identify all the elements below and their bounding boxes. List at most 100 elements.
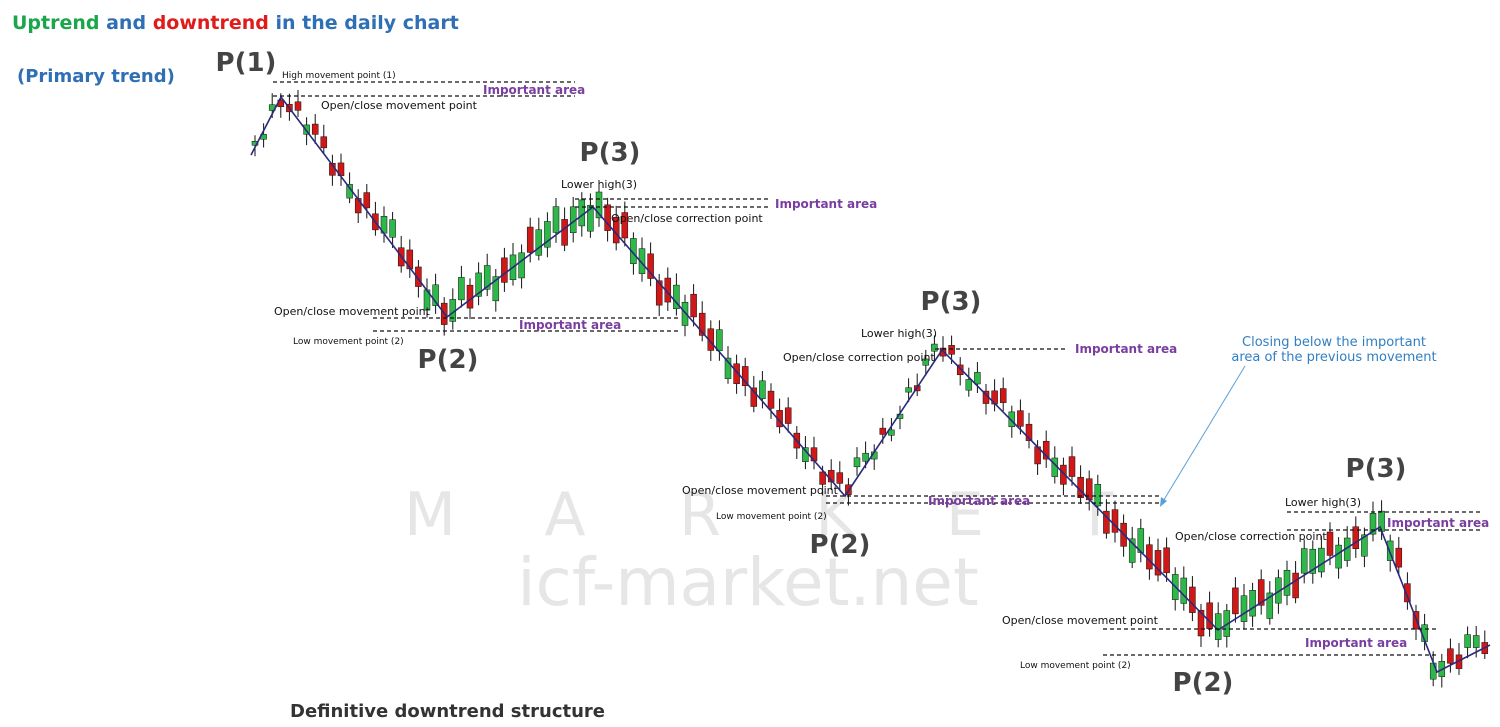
candle-body <box>1404 583 1411 603</box>
candle-body <box>363 192 371 209</box>
candle-body <box>544 221 551 248</box>
important-label: Important area <box>483 83 585 97</box>
annotation: Lower high(3) <box>561 178 637 191</box>
candle-body <box>1025 423 1033 441</box>
annotation: Open/close movement point <box>1002 614 1159 627</box>
candle-body <box>1180 577 1188 604</box>
candle-body <box>1464 634 1471 648</box>
point-label: P(2) <box>810 530 871 560</box>
candle-body <box>604 204 611 231</box>
candle-body <box>535 229 543 256</box>
candle-body <box>741 366 749 387</box>
annotation: Open/close movement point <box>274 305 431 318</box>
candle-body <box>1017 410 1024 427</box>
candle-body <box>724 357 732 379</box>
candle-body <box>759 380 766 400</box>
watermark-letter: M <box>404 480 456 550</box>
important-label: Important area <box>1305 636 1407 650</box>
candle-body <box>888 429 895 436</box>
point-label: P(3) <box>580 138 641 168</box>
candle-body <box>1352 526 1360 550</box>
candle-body <box>1257 579 1265 606</box>
important-label: Important area <box>1075 342 1177 356</box>
candle-body <box>1154 550 1162 576</box>
candle-body <box>1240 595 1248 622</box>
candle-body <box>389 219 396 238</box>
candle-body <box>638 248 646 274</box>
candle-body <box>311 123 319 135</box>
title-part: Uptrend <box>12 12 100 34</box>
important-label: Important area <box>928 494 1030 508</box>
candle-body <box>698 312 706 336</box>
point-label: P(3) <box>1346 454 1407 484</box>
candle-body <box>1266 592 1274 619</box>
callout-arrow <box>1161 365 1246 504</box>
annotation: High movement point (1) <box>282 71 396 81</box>
annotation: Open/close movement point <box>321 99 478 112</box>
candle-body <box>1309 548 1317 574</box>
footer: Definitive downtrend structure <box>290 701 605 722</box>
annotation: Open/close correction point <box>1175 530 1327 543</box>
candle-body <box>1335 544 1342 569</box>
candle-body <box>948 345 955 355</box>
candle-body <box>655 280 663 306</box>
dashed-levels <box>273 81 1480 656</box>
candle-body <box>853 457 861 468</box>
watermark-letter: E <box>946 480 984 550</box>
annotation: Lower high(3) <box>1285 496 1361 509</box>
candle-body <box>501 257 508 283</box>
candle-body <box>595 191 603 219</box>
candle-body <box>1146 544 1153 570</box>
candle-body <box>1249 590 1256 617</box>
candle-body <box>956 364 964 376</box>
candle-body <box>251 141 259 146</box>
candle-body <box>1068 456 1076 477</box>
candle-body <box>1094 484 1102 507</box>
candle-body <box>999 388 1007 403</box>
candle-body <box>905 387 912 393</box>
candle-body <box>1060 464 1067 485</box>
candle-body <box>1447 648 1454 664</box>
candle-body <box>879 427 887 435</box>
candle-body <box>561 219 568 246</box>
callout-line: area of the previous movement <box>1231 350 1436 365</box>
point-label: P(2) <box>1173 668 1234 698</box>
candle-body <box>1429 662 1437 680</box>
candle-body <box>716 329 723 352</box>
annotation: Low movement point (2) <box>293 337 404 347</box>
candle-body <box>552 206 560 233</box>
candle-body <box>492 276 500 302</box>
candle-body <box>965 379 973 391</box>
candle-body <box>1163 547 1170 574</box>
candle-body <box>931 343 938 352</box>
candle-body <box>1103 510 1110 534</box>
candle-body <box>1232 587 1239 615</box>
trend-zigzag <box>250 95 1491 674</box>
candle-body <box>1206 602 1213 629</box>
candle-body <box>483 265 491 290</box>
annotation: Low movement point (2) <box>1020 661 1131 671</box>
candle-body <box>1300 548 1308 574</box>
candle-body <box>526 226 534 253</box>
candle-body <box>458 277 465 301</box>
watermark-letter: A <box>544 480 585 550</box>
arrow-head <box>1160 497 1167 507</box>
point-label: P(3) <box>921 287 982 317</box>
annotation: Open/close correction point <box>783 351 935 364</box>
candle-body <box>1378 510 1385 532</box>
candle-body <box>750 387 758 407</box>
candle-body <box>862 452 869 462</box>
candle-body <box>1214 613 1222 640</box>
candle-body <box>836 472 844 484</box>
candle-body <box>475 272 482 297</box>
important-label: Important area <box>775 197 877 211</box>
candle-body <box>1361 534 1368 557</box>
candle-body <box>1369 513 1377 535</box>
candle-body <box>432 284 439 306</box>
candle-body <box>974 372 981 385</box>
candle-body <box>518 252 525 279</box>
candle-body <box>294 101 302 111</box>
candle-body <box>1283 569 1291 596</box>
important-label: Important area <box>519 318 621 332</box>
candle-body <box>1318 547 1325 573</box>
